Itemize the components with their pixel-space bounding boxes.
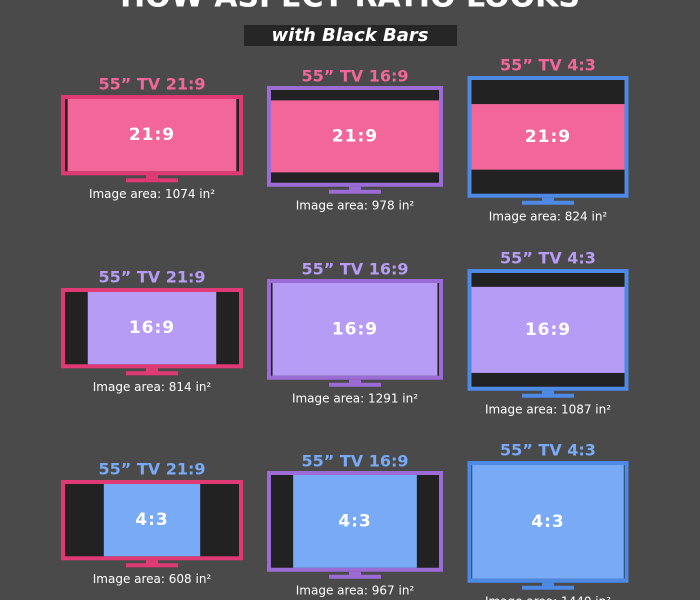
stand-base xyxy=(522,200,574,205)
image-area: Image area: 1440 in² xyxy=(485,594,611,600)
stand-base xyxy=(126,178,178,183)
stand-base xyxy=(329,189,381,194)
content-ratio: 4:3 xyxy=(338,511,371,531)
tv-label: 55” TV 21:9 xyxy=(98,268,205,287)
stand-neck xyxy=(542,197,554,202)
content-ratio: 21:9 xyxy=(332,126,378,146)
tv-label: 55” TV 21:9 xyxy=(98,460,205,479)
stand-base xyxy=(126,371,178,376)
image-area: Image area: 1087 in² xyxy=(485,402,611,416)
image-area: Image area: 967 in² xyxy=(296,583,415,597)
stand-base xyxy=(522,393,574,398)
stand-neck xyxy=(146,368,158,373)
image-area: Image area: 608 in² xyxy=(93,572,212,586)
picture xyxy=(293,475,417,568)
content-ratio: 16:9 xyxy=(332,319,378,339)
tv-label: 55” TV 16:9 xyxy=(301,452,408,471)
content-ratio: 16:9 xyxy=(525,320,571,340)
picture xyxy=(471,104,625,170)
stand-base xyxy=(329,382,381,387)
subtitle: with Black Bars xyxy=(272,25,429,46)
subtitle-box xyxy=(244,25,457,46)
image-area: Image area: 824 in² xyxy=(489,209,608,223)
stand-neck xyxy=(146,560,158,565)
picture xyxy=(67,99,237,172)
stand-neck xyxy=(349,186,361,191)
content-ratio: 21:9 xyxy=(129,125,175,145)
picture xyxy=(103,484,201,557)
stand-neck xyxy=(542,390,554,395)
title: HOW ASPECT RATIO LOOKS xyxy=(120,0,580,15)
image-area: Image area: 814 in² xyxy=(93,380,212,394)
tv-label: 55” TV 4:3 xyxy=(500,441,596,460)
tv-label: 55” TV 16:9 xyxy=(301,67,408,86)
stand-neck xyxy=(146,175,158,180)
picture xyxy=(471,286,625,373)
stand-base xyxy=(522,585,574,590)
content-ratio: 4:3 xyxy=(531,512,564,532)
stand-base xyxy=(126,563,178,568)
picture xyxy=(472,465,624,579)
tv-label: 55” TV 16:9 xyxy=(301,260,408,279)
stand-neck xyxy=(542,582,554,587)
picture xyxy=(272,283,438,376)
content-ratio: 21:9 xyxy=(525,127,571,147)
picture xyxy=(87,292,217,365)
tv-label: 55” TV 21:9 xyxy=(98,75,205,94)
image-area: Image area: 1291 in² xyxy=(292,391,418,405)
tv-label: 55” TV 4:3 xyxy=(500,249,596,268)
image-area: Image area: 1074 in² xyxy=(89,187,215,201)
stand-neck xyxy=(349,379,361,384)
stand-neck xyxy=(349,571,361,576)
picture xyxy=(271,100,439,173)
stand-base xyxy=(329,574,381,579)
content-ratio: 16:9 xyxy=(129,318,175,338)
tv-label: 55” TV 4:3 xyxy=(500,56,596,75)
content-ratio: 4:3 xyxy=(135,510,168,530)
image-area: Image area: 978 in² xyxy=(296,198,415,212)
